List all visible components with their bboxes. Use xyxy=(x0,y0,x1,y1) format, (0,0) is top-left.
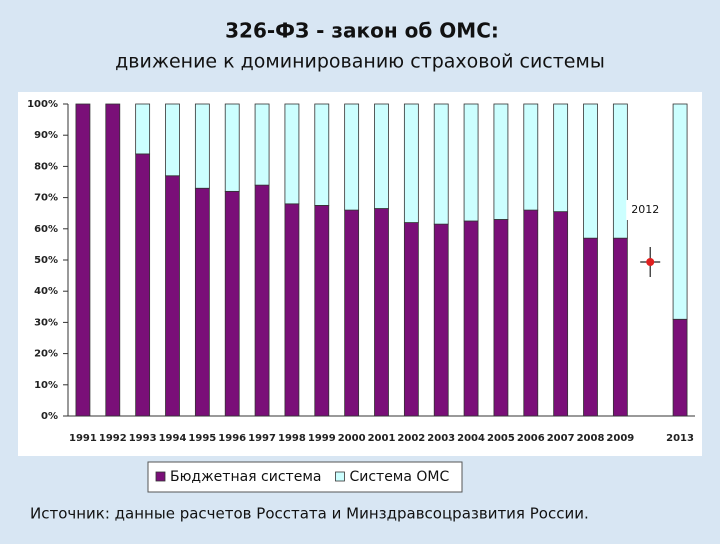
x-tick-label: 2004 xyxy=(457,433,485,444)
y-tick-label: 20% xyxy=(34,349,58,360)
x-tick-label: 2013 xyxy=(666,433,694,444)
x-tick-label: 2007 xyxy=(547,433,575,444)
bar-segment xyxy=(224,103,240,192)
x-tick-label: 2000 xyxy=(338,433,366,444)
bar-segment xyxy=(224,190,240,417)
bar-segment xyxy=(165,103,180,177)
x-tick-label: 2001 xyxy=(368,433,396,444)
bar-segment xyxy=(493,219,509,417)
x-tick-label: 1997 xyxy=(248,433,276,444)
y-tick-label: 40% xyxy=(34,286,58,297)
bar-segment xyxy=(135,153,151,417)
bar-segment xyxy=(165,175,180,417)
x-tick-label: 2008 xyxy=(577,433,605,444)
x-tick-label: 2003 xyxy=(427,433,455,444)
bar-segment xyxy=(344,209,360,417)
x-tick-label: 1991 xyxy=(69,433,97,444)
marker xyxy=(646,258,655,266)
bar-segment xyxy=(403,103,419,223)
legend-label: Система ОМС xyxy=(349,469,449,485)
bar-segment xyxy=(463,103,479,222)
bar-segment xyxy=(553,103,569,213)
bar-segment xyxy=(523,209,539,417)
bar-segment xyxy=(433,103,449,225)
x-tick-label: 2005 xyxy=(487,433,515,444)
bar-segment xyxy=(463,220,479,417)
annotation: 2012 xyxy=(631,203,659,216)
source-note: Источник: данные расчетов Росстата и Мин… xyxy=(30,505,589,523)
x-tick-label: 1999 xyxy=(308,433,336,444)
bar-segment xyxy=(523,103,539,211)
bar-segment xyxy=(254,184,270,417)
x-tick-label: 1995 xyxy=(188,433,216,444)
y-tick-label: 60% xyxy=(34,224,58,235)
bar-segment xyxy=(374,103,389,209)
plot-background xyxy=(18,92,702,456)
x-tick-label: 1993 xyxy=(129,433,157,444)
bar-segment xyxy=(612,237,628,417)
bar-segment xyxy=(374,208,389,417)
y-tick-label: 90% xyxy=(34,130,58,141)
y-tick-label: 100% xyxy=(27,99,58,110)
bar-segment xyxy=(284,203,300,417)
legend-box xyxy=(147,461,463,493)
bar-segment xyxy=(194,103,210,189)
x-tick-label: 2002 xyxy=(397,433,425,444)
x-tick-label: 2009 xyxy=(606,433,634,444)
legend-swatch xyxy=(335,471,345,482)
y-tick-label: 10% xyxy=(34,380,58,391)
y-tick-label: 70% xyxy=(34,193,58,204)
bar-segment xyxy=(344,103,360,211)
bar-segment xyxy=(105,103,121,417)
y-tick-label: 80% xyxy=(34,161,58,172)
legend-label: Бюджетная система xyxy=(170,469,321,485)
bar-segment xyxy=(284,103,300,205)
bar-segment xyxy=(254,103,270,186)
x-tick-label: 1998 xyxy=(278,433,306,444)
bar-segment xyxy=(493,103,509,220)
legend-swatch xyxy=(155,471,166,482)
x-tick-label: 2006 xyxy=(517,433,545,444)
bar-segment xyxy=(314,103,330,206)
bar-segment xyxy=(75,103,91,417)
x-tick-label: 1996 xyxy=(218,433,246,444)
bar-segment xyxy=(135,103,151,155)
y-tick-label: 50% xyxy=(34,255,58,266)
annotation-box xyxy=(626,200,665,220)
bar-segment xyxy=(194,187,210,417)
bar-segment xyxy=(433,223,449,417)
y-tick-label: 0% xyxy=(41,411,58,422)
bar-segment xyxy=(314,204,330,417)
chart-subtitle: движение к доминированию страховой систе… xyxy=(115,51,605,73)
bar-segment xyxy=(403,222,419,417)
bar-segment xyxy=(612,103,628,239)
bar-segment xyxy=(553,211,569,417)
bar-segment xyxy=(583,103,598,239)
y-tick-label: 30% xyxy=(34,317,58,328)
x-tick-label: 1994 xyxy=(159,433,187,444)
chart-title: 326-ФЗ - закон об ОМС: xyxy=(225,19,499,43)
bar-segment xyxy=(583,237,598,417)
bar-segment xyxy=(672,318,688,417)
x-tick-label: 1992 xyxy=(99,433,127,444)
bar-segment xyxy=(672,103,688,320)
